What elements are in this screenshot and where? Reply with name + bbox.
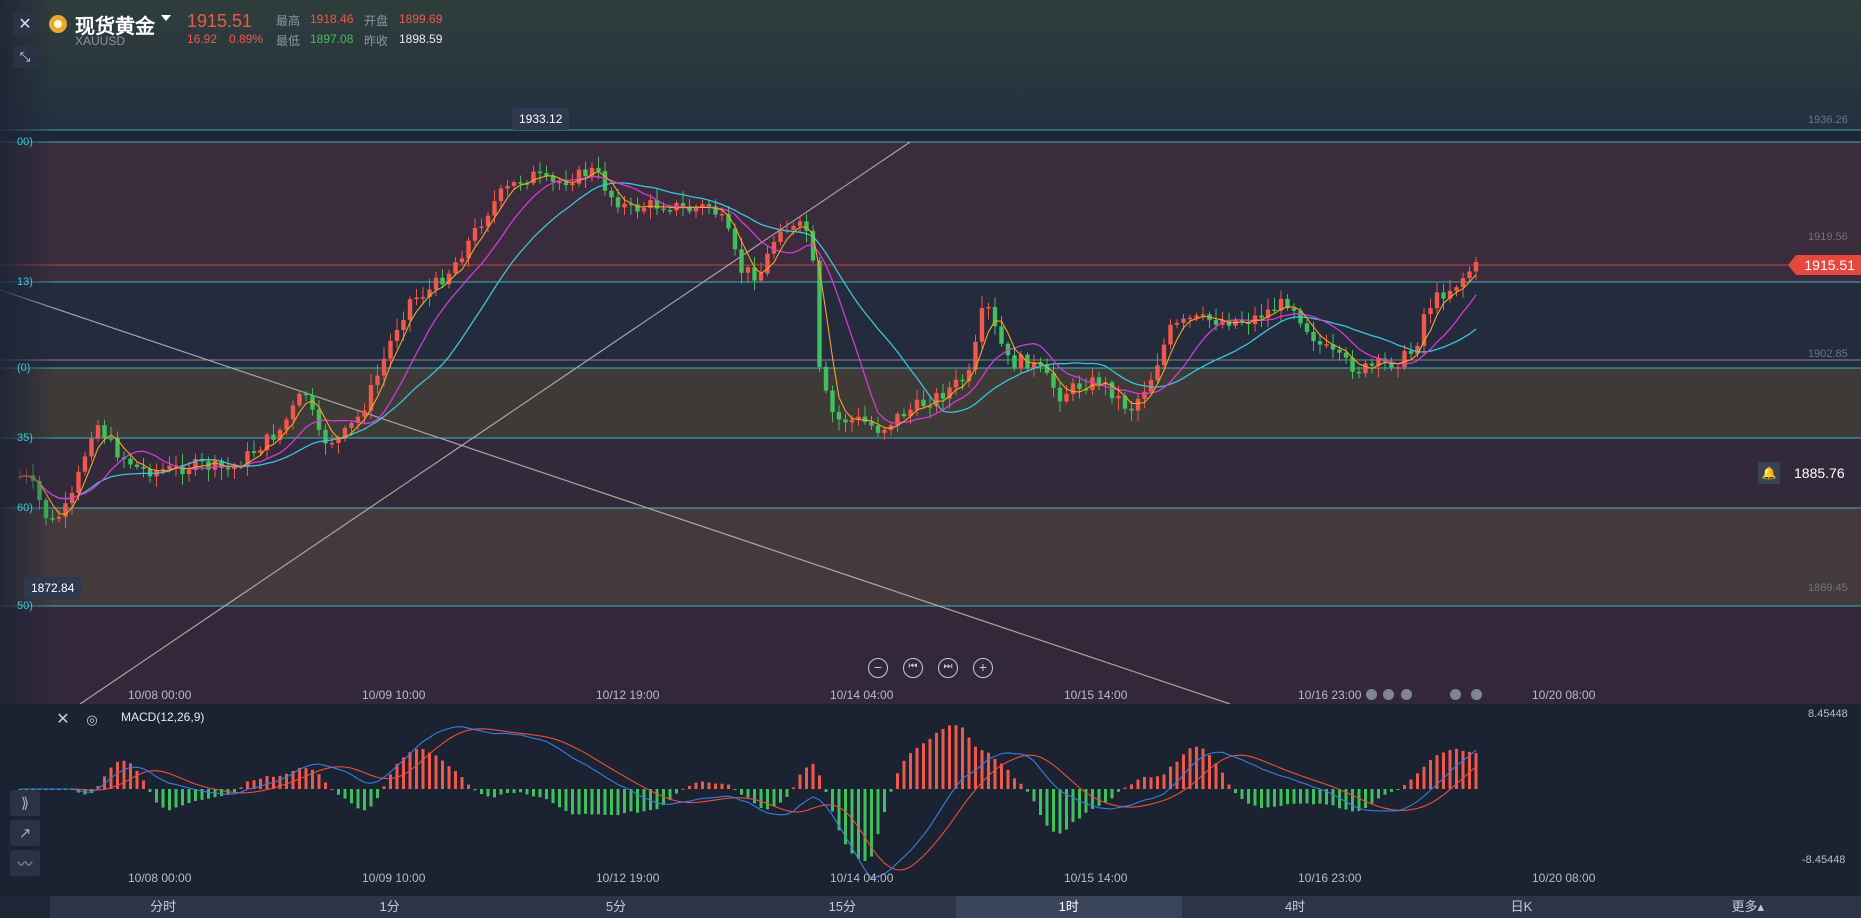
bell-icon[interactable]: 🔔 — [1758, 462, 1780, 484]
ma-fast-line — [19, 170, 1477, 515]
x-axis-label: 10/12 19:00 — [596, 871, 660, 885]
macd-title: MACD(12,26,9) — [121, 710, 205, 724]
main-chart[interactable] — [0, 0, 1861, 704]
zoom-out-icon[interactable]: − — [868, 658, 888, 678]
x-axis-label: 10/20 08:00 — [1532, 871, 1596, 885]
tab-timeshare[interactable]: 分时 — [150, 899, 177, 914]
macd-panel[interactable]: ✕ ◎ MACD(12,26,9) 8.45448 -8.45448 10/08… — [0, 704, 1861, 896]
high-price-tag: 1933.12 — [512, 108, 570, 130]
tab-1min[interactable]: 1分 — [379, 899, 400, 914]
tab-more[interactable]: 更多▴ — [1731, 899, 1765, 914]
price-change-percent: 0.89% — [229, 32, 264, 46]
indicator-tool-icon[interactable]: 〰 — [10, 850, 40, 876]
page-dot[interactable] — [1383, 689, 1394, 700]
x-axis-label: 10/14 04:00 — [830, 688, 894, 702]
macd-axis-min: -8.45448 — [1802, 854, 1846, 866]
pin-icon[interactable]: ⤡ — [13, 46, 37, 68]
candlesticks — [17, 156, 1479, 529]
settings-icon[interactable]: ◎ — [86, 712, 98, 727]
fib-zone-2 — [0, 282, 1861, 368]
fib-level-label: 35) — [17, 432, 33, 444]
x-axis-label: 10/08 00:00 — [128, 688, 192, 702]
close-icon[interactable]: ✕ — [13, 12, 37, 36]
x-axis-label: 10/20 08:00 — [1532, 688, 1596, 702]
price-axis-label: 1902.85 — [1808, 348, 1848, 360]
symbol-code: XAUUSD — [75, 34, 126, 48]
low-price-tag: 1872.84 — [24, 577, 82, 599]
page-dot[interactable] — [1401, 689, 1412, 700]
page-dot[interactable] — [1471, 689, 1482, 700]
fib-level-label: 00) — [17, 136, 33, 148]
fib-zone-5 — [0, 508, 1861, 606]
x-axis-label: 10/09 10:00 — [362, 871, 426, 885]
price-axis-label: 1936.26 — [1808, 114, 1848, 126]
price-axis-label: 1919.56 — [1808, 231, 1848, 243]
price-axis-label: 1869.45 — [1808, 582, 1848, 594]
current-price: 1915.51 — [187, 11, 253, 31]
fib-zone-6 — [0, 606, 1861, 704]
fib-level-label: 50) — [17, 600, 33, 612]
trend-line-down[interactable] — [0, 289, 1231, 704]
tab-daily[interactable]: 日K — [1510, 899, 1533, 914]
prev-icon[interactable]: ⏮ — [903, 658, 923, 678]
fib-level-label: 60) — [17, 502, 33, 514]
x-axis-label: 10/09 10:00 — [362, 688, 426, 702]
x-axis-label: 10/08 00:00 — [128, 871, 192, 885]
fib-level-label: 13) — [17, 276, 33, 288]
price-alert[interactable]: 🔔 1885.76 — [1758, 462, 1861, 484]
open-value: 1899.69 — [399, 12, 443, 26]
symbol-name[interactable]: 现货黄金 — [75, 16, 155, 38]
low-label: 最低 — [276, 34, 301, 48]
price-change: 16.92 — [187, 32, 218, 46]
gold-coin-icon — [49, 15, 67, 33]
close-icon[interactable]: ✕ — [56, 711, 70, 728]
fib-level-label: (0) — [17, 362, 31, 374]
fib-zone-1 — [0, 142, 1861, 282]
page-dot[interactable] — [1366, 689, 1377, 700]
x-axis-label: 10/16 23:00 — [1298, 688, 1362, 702]
x-axis-label: 10/15 14:00 — [1064, 688, 1128, 702]
x-axis-label: 10/12 19:00 — [596, 688, 660, 702]
fibonacci-lines[interactable] — [0, 141, 1861, 607]
macd-axis-max: 8.45448 — [1808, 708, 1848, 720]
high-value: 1918.46 — [310, 12, 354, 26]
fib-zone-4 — [0, 438, 1861, 508]
timeframe-tabs[interactable]: 分时 1分 5分 15分 1时 4时 日K 更多▴ — [50, 896, 1861, 918]
tab-15min[interactable]: 15分 — [828, 899, 857, 914]
next-icon[interactable]: ⏭ — [938, 658, 958, 678]
trendline-tool-icon[interactable]: ↗ — [10, 820, 40, 846]
draw-tool-icon[interactable]: ⟫ — [10, 790, 40, 816]
tab-5min[interactable]: 5分 — [605, 899, 627, 914]
alert-price: 1885.76 — [1794, 465, 1845, 481]
chevron-down-icon[interactable] — [161, 15, 171, 21]
ma-mid-line — [19, 175, 1477, 500]
x-axis-label: 10/14 04:00 — [830, 871, 894, 885]
high-label: 最高 — [276, 14, 301, 28]
trend-line-up[interactable] — [79, 141, 911, 704]
last-price-tag: 1915.51 — [1788, 255, 1861, 275]
zoom-in-icon[interactable]: + — [973, 658, 993, 678]
prev-close-value: 1898.59 — [399, 32, 443, 46]
low-value: 1897.08 — [310, 32, 354, 46]
x-axis-label: 10/16 23:00 — [1298, 871, 1362, 885]
prev-close-label: 昨收 — [364, 34, 389, 48]
tab-4hour[interactable]: 4时 — [1284, 899, 1306, 914]
page-dot[interactable] — [1450, 689, 1461, 700]
ma-slow-line — [19, 182, 1477, 500]
macd-chart — [18, 725, 1478, 879]
open-label: 开盘 — [364, 14, 389, 28]
tab-1hour[interactable]: 1时 — [955, 896, 1182, 918]
x-axis-label: 10/15 14:00 — [1064, 871, 1128, 885]
